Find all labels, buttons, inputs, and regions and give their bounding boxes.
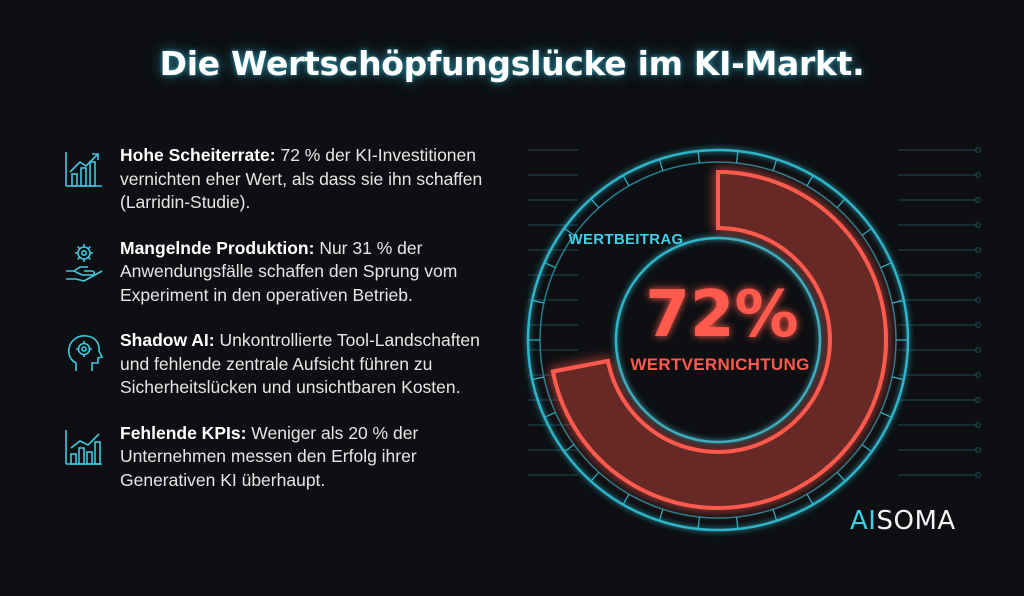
circuit-node [974, 271, 982, 279]
circuit-node [974, 246, 982, 254]
item-heading: Mangelnde Produktion: [120, 237, 315, 258]
bar-chart-icon [65, 429, 102, 465]
outer-ring-inner [539, 161, 897, 519]
ring-tick [806, 175, 814, 187]
gear-hand-icon [66, 243, 103, 282]
list-item: Shadow AI: Unkontrollierte Tool-Landscha… [62, 329, 512, 400]
ring-tick [836, 471, 846, 482]
ring-tick [880, 411, 892, 418]
list-item: Fehlende KPIs: Weniger als 20 % der Unte… [62, 422, 512, 493]
item-text: Weniger als 20 % der Unternehmen messen … [120, 422, 419, 490]
circuit-node [974, 446, 982, 454]
circuit-node [974, 471, 982, 479]
outer-ring [526, 148, 910, 532]
item-text: Unkontrollierte Tool-Landschaften und fe… [120, 330, 480, 397]
ring-tick [532, 376, 545, 381]
ring-tick [697, 150, 700, 164]
ring-tick [861, 227, 873, 236]
logo-part-2: SOMA [876, 506, 956, 536]
ring-tick [563, 444, 575, 453]
circuit-node [974, 321, 982, 329]
ring-tick [590, 198, 600, 209]
circuit-node [974, 396, 982, 404]
circuit-node [974, 421, 982, 429]
slice-wertbeitrag [550, 172, 718, 371]
ring-tick [891, 299, 904, 304]
circuit-node [974, 221, 982, 229]
ring-tick [772, 509, 778, 521]
ring-tick [736, 516, 739, 530]
ring-tick [532, 299, 545, 304]
item-heading: Shadow AI: [120, 330, 215, 350]
slice-wertvernichtung [550, 169, 888, 510]
circuit-node [974, 371, 982, 379]
ring-tick [563, 227, 575, 236]
inner-ring [614, 236, 822, 444]
ring-tick [836, 198, 846, 209]
label-wertbeitrag: WERTBEITRAG [569, 231, 684, 248]
label-wertvernichtung: WERTVERNICHTUNG [630, 355, 809, 374]
page-title: Die Wertschöpfungslücke im KI-Markt. [159, 44, 865, 83]
head-gear-icon [67, 335, 104, 371]
center-value: 72% [645, 278, 798, 352]
item-heading: Hohe Scheiterrate: [120, 145, 276, 165]
ring-tick [658, 509, 664, 521]
ring-tick [697, 516, 700, 530]
ring-tick [891, 376, 904, 381]
brand-logo: AISOMA [850, 506, 956, 536]
ring-tick [806, 493, 814, 505]
item-text: 72 % der KI-Investitionen vernichten ehe… [120, 145, 483, 212]
ring-tick [544, 411, 556, 418]
circuit-node [974, 146, 982, 154]
logo-part-1: AI [850, 506, 877, 536]
ring-tick [736, 150, 739, 164]
item-text: Nur 31 % der Anwendungsfälle schaffen de… [120, 237, 458, 305]
ring-tick [622, 175, 630, 187]
ring-tick [622, 493, 630, 505]
chart-trend-icon [65, 152, 102, 187]
circuit-node [974, 196, 982, 204]
ring-tick [880, 262, 892, 269]
list-item: Hohe Scheiterrate: 72 % der KI-Investiti… [62, 144, 512, 215]
ring-tick [861, 444, 873, 453]
ring-tick [544, 262, 556, 269]
circuit-node [974, 296, 982, 304]
ring-tick [658, 159, 664, 171]
circuit-node [974, 171, 982, 179]
ring-tick [772, 159, 778, 171]
circuit-node [974, 346, 982, 354]
slice-wertvernichtung-fill [552, 172, 887, 508]
item-heading: Fehlende KPIs: [120, 422, 247, 443]
ring-tick [590, 471, 600, 482]
findings-list: Hohe Scheiterrate: 72 % der KI-Investiti… [62, 144, 512, 514]
list-item: Mangelnde Produktion: Nur 31 % der Anwen… [62, 237, 512, 308]
